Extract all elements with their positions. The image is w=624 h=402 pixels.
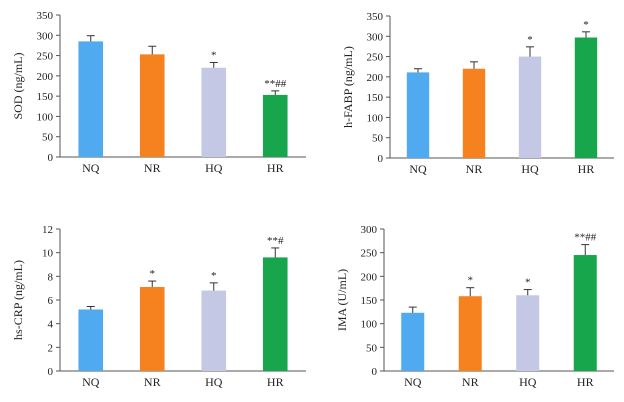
x-tick-label: HR bbox=[267, 161, 284, 175]
y-tick-label: 100 bbox=[361, 319, 378, 331]
y-tick-label: 300 bbox=[367, 31, 384, 43]
y-tick-label: 50 bbox=[372, 133, 384, 145]
y-tick-label: 0 bbox=[378, 153, 384, 165]
significance-label: * bbox=[468, 275, 474, 287]
x-tick-label: NR bbox=[466, 162, 483, 176]
bar-hr bbox=[262, 257, 288, 371]
x-tick-label: HR bbox=[578, 162, 595, 176]
bar-hr bbox=[573, 255, 597, 371]
chart-hscrp: 0 2 4 6 8 10 12 hs-CRP (ng/mL) NQ NR * HQ * HR **# bbox=[11, 224, 306, 389]
x-tick-label: HQ bbox=[205, 375, 223, 389]
y-axis-label: hs-CRP (ng/mL) bbox=[11, 260, 25, 340]
significance-label: **# bbox=[267, 235, 284, 247]
significance-label: * bbox=[527, 34, 533, 46]
significance-label: * bbox=[211, 270, 217, 282]
x-tick-label: NR bbox=[144, 161, 161, 175]
y-tick-label: 150 bbox=[361, 295, 378, 307]
chart-sod: 0 50 100 150 200 250 300 350 SOD (ng/mL) NQ NR HQ * H… bbox=[11, 10, 306, 175]
bar-nr bbox=[139, 54, 165, 157]
y-tick-label: 6 bbox=[48, 295, 54, 307]
x-tick-label: HQ bbox=[521, 162, 539, 176]
y-tick-label: 10 bbox=[42, 248, 54, 260]
y-axis-label: h-FABP (ng/mL) bbox=[341, 46, 355, 128]
y-axis-label: SOD (ng/mL) bbox=[11, 53, 25, 120]
y-tick-label: 150 bbox=[367, 92, 384, 104]
chart-ima: 0 50 100 150 200 250 300 IMA (U/mL) NQ NR * HQ * HR **… bbox=[335, 224, 614, 389]
y-tick-label: 100 bbox=[367, 112, 384, 124]
x-tick-label: NR bbox=[462, 375, 479, 389]
y-tick-label: 100 bbox=[37, 111, 54, 123]
bar-nq bbox=[406, 72, 430, 158]
y-tick-label: 300 bbox=[37, 30, 54, 42]
y-tick-label: 2 bbox=[48, 342, 54, 354]
y-tick-label: 0 bbox=[372, 366, 378, 378]
y-tick-label: 0 bbox=[48, 152, 54, 164]
y-tick-label: 4 bbox=[48, 319, 54, 331]
significance-label: **## bbox=[264, 78, 287, 90]
x-tick-label: NQ bbox=[82, 375, 100, 389]
bar-hq bbox=[201, 290, 227, 371]
significance-label: * bbox=[525, 277, 531, 289]
y-tick-label: 250 bbox=[37, 51, 54, 63]
bar-nr bbox=[458, 296, 482, 371]
y-tick-label: 150 bbox=[37, 91, 54, 103]
bar-hr bbox=[262, 94, 288, 157]
y-tick-label: 300 bbox=[361, 224, 378, 236]
y-tick-label: 200 bbox=[37, 71, 54, 83]
x-tick-label: HR bbox=[577, 375, 594, 389]
y-tick-label: 50 bbox=[366, 342, 378, 354]
x-tick-label: NQ bbox=[404, 375, 422, 389]
bar-hq bbox=[201, 67, 227, 157]
bar-nr bbox=[462, 68, 486, 158]
y-tick-label: 250 bbox=[367, 52, 384, 64]
x-tick-label: NQ bbox=[409, 162, 427, 176]
x-tick-label: NQ bbox=[82, 161, 100, 175]
y-tick-label: 350 bbox=[367, 11, 384, 23]
x-tick-label: NR bbox=[144, 375, 161, 389]
significance-label: * bbox=[150, 268, 156, 280]
bar-hq bbox=[516, 295, 540, 371]
y-axis-label: IMA (U/mL) bbox=[335, 269, 349, 331]
x-tick-label: HQ bbox=[205, 161, 223, 175]
y-tick-label: 200 bbox=[361, 271, 378, 283]
x-tick-label: HQ bbox=[519, 375, 537, 389]
significance-label: * bbox=[211, 49, 217, 61]
significance-label: **## bbox=[574, 232, 597, 244]
bar-hr bbox=[574, 37, 598, 159]
bar-nr bbox=[139, 286, 165, 371]
y-tick-label: 200 bbox=[367, 72, 384, 84]
y-tick-label: 0 bbox=[48, 366, 54, 378]
bar-nq bbox=[401, 312, 425, 371]
significance-label: * bbox=[583, 19, 589, 31]
y-tick-label: 50 bbox=[42, 132, 54, 144]
x-tick-label: HR bbox=[267, 375, 284, 389]
y-tick-label: 8 bbox=[48, 271, 54, 283]
bar-nq bbox=[78, 41, 104, 157]
y-tick-label: 12 bbox=[42, 224, 53, 236]
y-tick-label: 350 bbox=[37, 10, 54, 22]
bar-nq bbox=[78, 309, 104, 371]
chart-hfabp: 0 50 100 150 200 250 300 350 h-FABP (ng/mL) NQ NR H… bbox=[341, 11, 614, 176]
bar-hq bbox=[518, 56, 542, 159]
y-tick-label: 250 bbox=[361, 248, 378, 260]
